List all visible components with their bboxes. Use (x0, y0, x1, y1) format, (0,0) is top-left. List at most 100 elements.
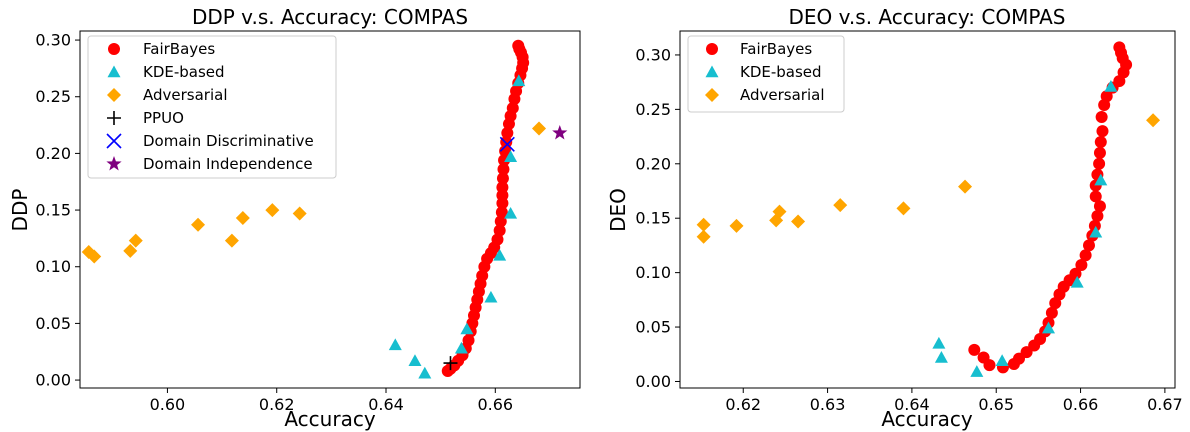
kde-based-point (493, 248, 507, 261)
legend-label: Adversarial (143, 86, 228, 104)
adversarial-point (896, 201, 911, 216)
legend-entry-adversarial: Adversarial (705, 86, 825, 104)
fairbayes-point (1095, 110, 1108, 123)
adversarial-legend-marker (705, 88, 719, 102)
fairbayes-point (1069, 267, 1082, 280)
adversarial-point (696, 217, 711, 232)
kde-based-point (460, 322, 474, 335)
adversarial-point (958, 179, 973, 194)
plot-area (696, 41, 1161, 377)
kde-based-point (970, 365, 984, 377)
fairbayes-point (1045, 306, 1058, 319)
x-tick-label: 0.60 (150, 395, 186, 414)
kde-based-point (504, 150, 518, 162)
ppuo-legend-marker (107, 111, 121, 125)
y-tick-label: 0.20 (635, 154, 671, 173)
adversarial-point (224, 233, 239, 248)
legend-entry-fairbayes: FairBayes (706, 40, 812, 58)
kde-based-point (995, 354, 1009, 366)
kde-based-legend-marker (705, 65, 719, 78)
legend-entry-adversarial: Adversarial (107, 86, 228, 104)
y-tick-label: 0.10 (35, 257, 71, 276)
domain-discriminative-legend-marker (106, 133, 122, 149)
domain-independence-legend-marker (106, 156, 122, 171)
legend-label: Domain Independence (143, 155, 313, 173)
kde-based-point (1042, 321, 1056, 334)
fairbayes-point (506, 102, 519, 115)
fairbayes-point (1096, 125, 1109, 138)
fairbayes-point (500, 136, 513, 149)
fairbayes-point (494, 215, 507, 228)
legend-label: KDE-based (143, 63, 225, 81)
adversarial-point (292, 206, 307, 221)
x-axis-label: Accuracy (284, 407, 375, 431)
x-tick-label: 0.64 (368, 395, 404, 414)
x-tick-label: 0.64 (894, 395, 930, 414)
legend-label: FairBayes (143, 40, 215, 58)
adversarial-point (191, 217, 206, 232)
x-tick-label: 0.67 (1147, 395, 1183, 414)
adversarial-point (235, 211, 250, 225)
ddp-chart: DDP v.s. Accuracy: COMPAS 0.60 0.62 0.64 0.… (8, 5, 581, 431)
adversarial-point (1146, 113, 1161, 128)
kde-based-point (512, 74, 526, 87)
deo-chart: DEO v.s. Accuracy: COMPAS 0.62 0.63 0.64 0.… (606, 5, 1183, 431)
legend-label: Adversarial (740, 86, 825, 104)
kde-based-point (504, 206, 518, 219)
fairbayes-point (512, 39, 525, 52)
fairbayes-legend-marker (706, 43, 718, 55)
plot-area (81, 39, 568, 379)
adversarial-point (772, 204, 787, 219)
legend: FairBayes KDE-based Adversarial PPUO Dom… (87, 35, 337, 179)
kde-based-point (454, 341, 468, 354)
kde-based-point (1104, 80, 1118, 92)
fairbayes-point (983, 359, 996, 372)
y-axis-label: DDP (8, 189, 32, 232)
legend-frame (87, 35, 337, 179)
legend-frame (687, 35, 845, 113)
fairbayes-point (1088, 219, 1101, 232)
fairbayes-legend-marker (108, 43, 120, 55)
kde-based-point (932, 336, 946, 349)
legend-label: KDE-based (740, 63, 822, 81)
domain-discriminative-point (499, 136, 515, 152)
kde-based-point (1094, 173, 1108, 186)
y-tick-label: 0.30 (35, 31, 71, 50)
fairbayes-point (1079, 249, 1092, 262)
fairbayes-point (501, 127, 514, 139)
axes-frame (679, 30, 1176, 389)
fairbayes-point (1075, 259, 1088, 272)
y-tick-label: 0.30 (635, 45, 671, 64)
x-tick-label: 0.66 (477, 395, 513, 414)
fairbayes-point (1113, 41, 1126, 54)
domain-independence-point (552, 125, 568, 140)
legend-label: Domain Discriminative (143, 132, 314, 150)
fairbayes-point (1093, 157, 1106, 170)
x-tick-label: 0.62 (259, 395, 295, 414)
x-tick-label: 0.63 (810, 395, 846, 414)
fairbayes-point (1094, 136, 1107, 149)
fairbayes-point (493, 224, 506, 237)
ppuo-point (443, 356, 458, 371)
x-tick-label: 0.65 (978, 395, 1014, 414)
kde-based-point (388, 338, 402, 351)
legend-entry-kde-based: KDE-based (705, 63, 822, 81)
y-axis-label: DEO (606, 188, 630, 232)
legend-label: PPUO (143, 109, 184, 127)
fairbayes-point (495, 206, 508, 219)
legend-entry-kde-based: KDE-based (107, 63, 225, 81)
y-tick-label: 0.05 (35, 314, 71, 333)
legend-entry-ppuo: PPUO (107, 109, 184, 127)
y-tick-label: 0.25 (635, 100, 671, 119)
adversarial-legend-marker (107, 88, 121, 102)
fairbayes-point (497, 163, 510, 176)
adversarial-point (729, 218, 744, 233)
x-tick-label: 0.66 (1063, 395, 1099, 414)
fairbayes-point (476, 269, 489, 282)
y-tick-label: 0.10 (635, 263, 671, 282)
y-tick-label: 0.00 (35, 371, 71, 390)
fairbayes-point (1091, 210, 1104, 223)
fairbayes-point (1093, 200, 1106, 213)
x-tick-label: 0.62 (725, 395, 761, 414)
legend-entry-fairbayes: FairBayes (108, 40, 215, 58)
